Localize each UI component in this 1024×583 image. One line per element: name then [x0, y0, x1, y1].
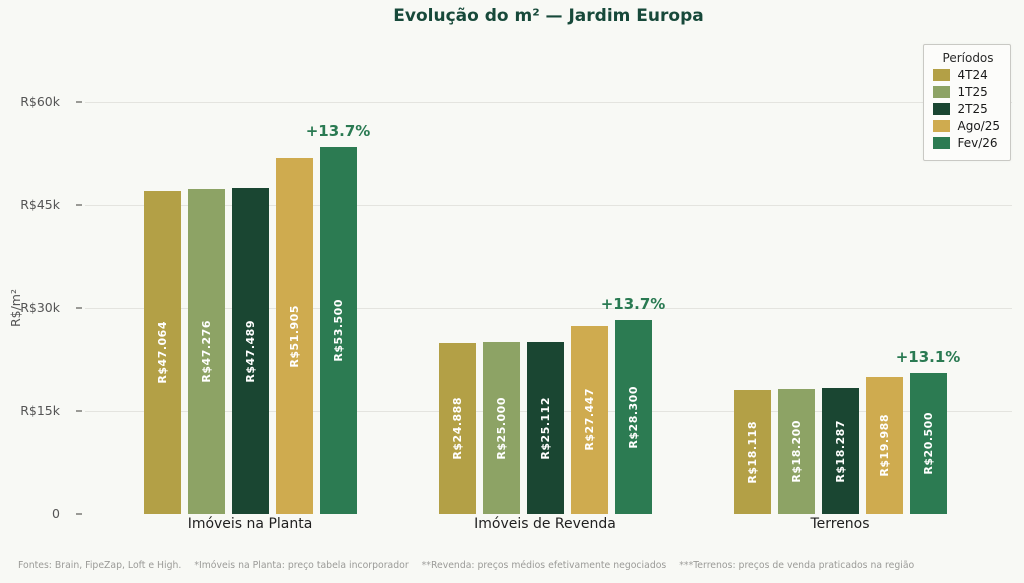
- bar-1T25: R$25.000: [482, 342, 520, 514]
- bar-value-label: R$47.489: [243, 319, 257, 383]
- bar-1T25: R$18.200: [777, 389, 815, 514]
- bar-value-label: R$47.064: [155, 321, 169, 384]
- legend-row: Ago/25: [932, 119, 1000, 133]
- legend-swatch-icon: [932, 120, 950, 132]
- bar-Ago/25: R$51.905: [275, 157, 313, 514]
- bar-2T25: R$18.287: [821, 388, 859, 514]
- bar-Fev/26: R$28.300: [614, 319, 652, 514]
- bar-group: R$18.118 R$18.200 R$18.287 R$19.988 R$20.500…: [733, 102, 960, 514]
- legend-row: 1T25: [932, 85, 1000, 99]
- bar-value-label: R$47.276: [199, 320, 213, 383]
- bar-value-label: R$25.000: [494, 396, 508, 460]
- bar-1T25: R$47.276: [187, 189, 225, 514]
- bar-value-label: R$25.112: [538, 396, 552, 460]
- y-tick-mark: [76, 204, 82, 206]
- legend-swatch-icon: [932, 137, 950, 149]
- bar-value-label: R$18.118: [745, 420, 759, 484]
- category-label: Imóveis na Planta: [187, 516, 313, 532]
- bar-value-label: R$53.500: [331, 299, 345, 362]
- footer-note: Fontes: Brain, FipeZap, Loft e High.: [18, 560, 182, 571]
- legend-row: 4T24: [932, 68, 1000, 82]
- gridline: [85, 204, 1012, 206]
- legend-label: 1T25: [957, 85, 988, 99]
- legend-label: Fev/26: [957, 136, 998, 150]
- bar-value-label: R$28.300: [626, 385, 640, 449]
- y-tick-label: R$60k: [20, 94, 60, 109]
- legend-swatch-icon: [932, 103, 950, 115]
- bar-2T25: R$47.489: [231, 187, 269, 514]
- footer-note: ***Terrenos: preços de venda praticados …: [679, 560, 915, 571]
- chart-title: Evolução do m² — Jardim Europa: [393, 6, 704, 26]
- bar-Ago/25: R$27.447: [570, 325, 608, 514]
- legend-items: 4T24 1T25 2T25 Ago/25 Fev/26: [932, 68, 1000, 150]
- bar-group: R$47.064 R$47.276 R$47.489 R$51.905 R$53.500…: [143, 102, 370, 514]
- bar-Fev/26: R$53.500: [319, 146, 357, 514]
- bar-value-label: R$20.500: [921, 412, 935, 475]
- legend-row: 2T25: [932, 102, 1000, 116]
- bar-Fev/26: R$20.500: [909, 373, 947, 514]
- footer-note: *Imóveis na Planta: preço tabela incorpo…: [194, 560, 409, 571]
- legend-swatch-icon: [932, 86, 950, 98]
- bar-group: R$24.888 R$25.000 R$25.112 R$27.447 R$28.300…: [438, 102, 665, 514]
- footer-notes: Fontes: Brain, FipeZap, Loft e High. *Imó…: [18, 560, 1008, 571]
- bar-value-label: R$18.200: [789, 420, 803, 483]
- bar-value-label: R$27.447: [582, 388, 596, 452]
- category-label: Terrenos: [810, 516, 870, 532]
- bar-value-label: R$19.988: [877, 414, 891, 477]
- gridline: [85, 307, 1012, 309]
- bar-value-label: R$51.905: [287, 304, 301, 368]
- y-tick-mark: [76, 513, 82, 515]
- footer-note: **Revenda: preços médios efetivamente ne…: [421, 560, 667, 571]
- bar-2T25: R$25.112: [526, 341, 564, 514]
- gridline: [85, 101, 1012, 103]
- category-label: Imóveis de Revenda: [474, 516, 616, 532]
- bar-value-label: R$18.287: [833, 419, 847, 483]
- bar-value-label: R$24.888: [450, 397, 464, 460]
- y-tick-label: R$15k: [20, 403, 60, 418]
- plot-area: 0 R$15k R$30k R$45k R$60k R$47.064 R$47.276 R$4…: [20, 94, 1012, 521]
- legend-label: 4T24: [957, 68, 988, 82]
- legend: Períodos 4T24 1T25 2T25 Ago/25 Fev/26: [922, 44, 1011, 161]
- y-tick-label: 0: [52, 506, 60, 521]
- bar-4T24: R$18.118: [733, 389, 771, 514]
- growth-annotation: +13.7%: [600, 294, 666, 313]
- bar-Ago/25: R$19.988: [865, 376, 903, 514]
- bar-4T24: R$47.064: [143, 190, 181, 514]
- growth-annotation: +13.7%: [305, 121, 371, 140]
- y-tick-label: R$45k: [20, 197, 60, 212]
- legend-row: Fev/26: [932, 136, 1000, 150]
- bar-4T24: R$24.888: [438, 343, 476, 514]
- y-tick-mark: [76, 410, 82, 412]
- legend-swatch-icon: [932, 69, 950, 81]
- y-tick-mark: [76, 307, 82, 309]
- growth-annotation: +13.1%: [895, 348, 961, 367]
- y-tick-label: R$30k: [20, 300, 60, 315]
- legend-label: 2T25: [957, 102, 988, 116]
- y-tick-mark: [76, 101, 82, 103]
- legend-label: Ago/25: [957, 119, 1000, 133]
- legend-title: Períodos: [942, 51, 994, 65]
